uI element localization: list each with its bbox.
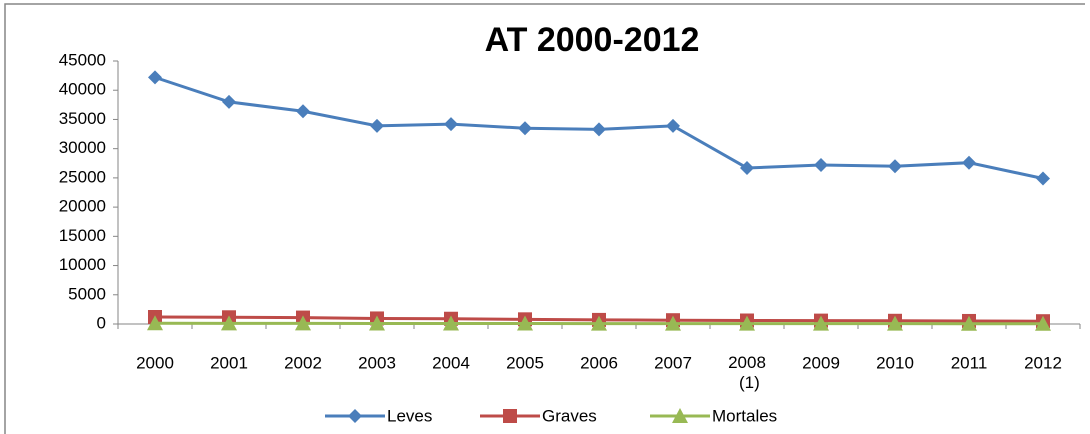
x-tick-label: 2008 (1) [728, 353, 766, 392]
marker [369, 315, 385, 331]
x-tick-label: 2004 [432, 353, 470, 372]
x-tick-label: 2009 [802, 353, 840, 372]
x-tick-label: 2010 [876, 353, 914, 372]
chart-title: AT 2000-2012 [485, 21, 700, 59]
marker [813, 315, 829, 331]
marker [148, 70, 162, 85]
y-tick-label: 0 [97, 313, 106, 332]
x-tick-label: 2003 [358, 353, 396, 372]
x-tick-label: 2007 [654, 353, 692, 372]
marker [444, 117, 458, 132]
x-tick-label: 2002 [284, 353, 322, 372]
legend-item: Graves [480, 406, 597, 425]
legend-label: Graves [542, 406, 597, 425]
marker [887, 315, 903, 331]
y-tick-label: 20000 [59, 197, 106, 216]
marker [222, 94, 236, 109]
x-tick-label: 2006 [580, 353, 618, 372]
marker [739, 315, 755, 331]
legend-label: Leves [387, 406, 432, 425]
y-tick-label: 30000 [59, 138, 106, 157]
y-tick-label: 15000 [59, 226, 106, 245]
marker [1036, 171, 1050, 186]
y-tick-label: 40000 [59, 80, 106, 99]
marker [443, 315, 459, 331]
marker [814, 158, 828, 173]
x-tick-label: 2012 [1024, 353, 1062, 372]
marker [888, 159, 902, 174]
x-tick-label: 2005 [506, 353, 544, 372]
marker [592, 122, 606, 137]
marker [740, 160, 754, 175]
x-tick-label: 2001 [210, 353, 248, 372]
marker [147, 315, 163, 331]
x-tick-label-line: 2008 [728, 353, 766, 372]
y-tick-label: 25000 [59, 167, 106, 186]
y-tick-label: 10000 [59, 255, 106, 274]
y-tick-label: 5000 [68, 284, 106, 303]
marker [295, 315, 311, 331]
marker [665, 315, 681, 331]
marker [517, 315, 533, 331]
marker [1035, 315, 1051, 331]
marker [221, 315, 237, 331]
x-tick-label: 2011 [951, 353, 988, 372]
marker [591, 315, 607, 331]
marker [296, 104, 310, 119]
marker [503, 409, 517, 423]
legend-item: Mortales [650, 406, 777, 425]
y-tick-label: 35000 [59, 109, 106, 128]
x-tick-label-line: (1) [734, 373, 760, 392]
chart-frame [4, 3, 1085, 434]
legend-item: Leves [325, 406, 432, 425]
x-tick-label: 2000 [136, 353, 174, 372]
marker [348, 409, 362, 423]
y-tick-label: 45000 [59, 50, 106, 69]
marker [370, 118, 384, 133]
marker [672, 408, 688, 423]
marker [518, 121, 532, 136]
marker [666, 118, 680, 133]
legend-label: Mortales [712, 406, 777, 425]
marker [961, 315, 977, 331]
marker [962, 155, 976, 170]
